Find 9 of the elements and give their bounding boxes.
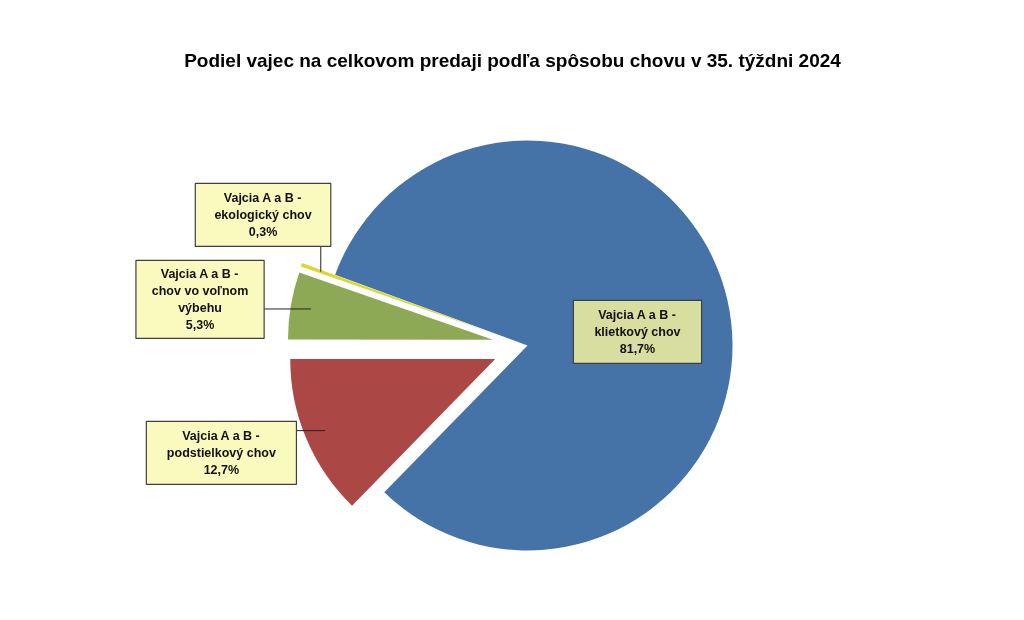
- slice-label: Vajcia A a B - chov vo voľnom výbehu: [151, 267, 249, 315]
- data-label: 5,3%: [185, 317, 215, 332]
- data-label: 12,7%: [203, 462, 240, 477]
- chart-title: Podiel vajec na celkovom predaji podľa spôsobu chovu v 35. týždni 2024: [184, 49, 842, 71]
- data-label: 81,7%: [619, 341, 656, 356]
- data-label: 0,3%: [248, 224, 278, 239]
- slice-label: Vajcia A a B - ekologický chov: [214, 191, 312, 222]
- slice-label: Vajcia A a B - klietkový chov: [594, 308, 681, 339]
- slice-label: Vajcia A a B - podstielkový chov: [166, 429, 276, 460]
